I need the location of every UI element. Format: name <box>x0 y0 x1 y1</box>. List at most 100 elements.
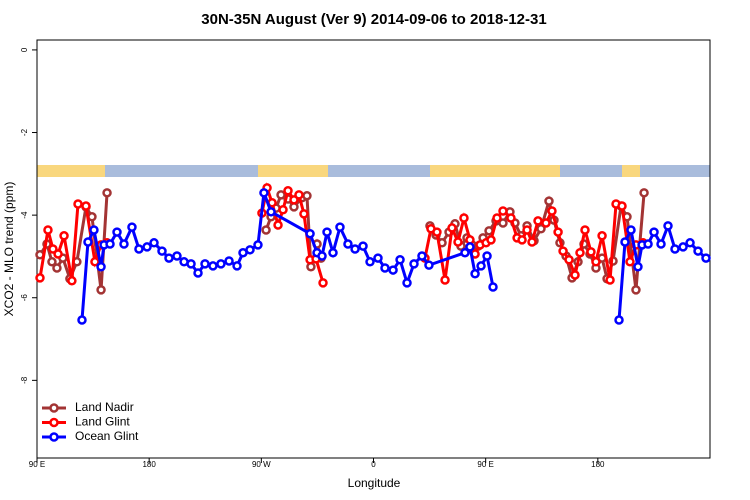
data-point <box>424 260 434 270</box>
data-point <box>639 188 649 198</box>
data-point <box>617 201 627 211</box>
data-point <box>656 239 666 249</box>
data-point <box>59 231 69 241</box>
x-tick-label: 0 <box>371 460 376 469</box>
data-point <box>417 251 427 261</box>
data-point <box>527 237 537 247</box>
data-point <box>517 235 527 245</box>
data-point <box>358 241 368 251</box>
data-point <box>440 275 450 285</box>
data-point <box>302 190 312 201</box>
x-axis-label: Longitude <box>348 476 401 490</box>
data-point <box>643 239 653 249</box>
data-point <box>388 265 398 275</box>
y-tick-label: 0 <box>20 47 29 52</box>
legend-label: Land Glint <box>75 415 130 429</box>
x-tick-label: 180 <box>142 460 156 469</box>
x-tick-label: 90 E <box>477 460 493 469</box>
data-point <box>498 218 508 228</box>
data-point <box>253 240 263 250</box>
y-tick-label: -4 <box>20 211 29 219</box>
data-point <box>492 213 502 223</box>
data-point <box>193 268 203 278</box>
data-point <box>278 205 288 215</box>
legend-label: Ocean Glint <box>75 429 139 443</box>
data-point <box>283 186 293 196</box>
data-point <box>73 199 83 209</box>
data-point <box>119 239 129 249</box>
data-point <box>96 262 106 272</box>
data-point <box>547 206 557 216</box>
data-point <box>614 315 624 325</box>
data-point <box>245 245 255 255</box>
data-point <box>259 188 269 198</box>
data-point <box>586 247 596 257</box>
x-tick-label: 90 W <box>252 460 271 469</box>
data-point <box>35 273 45 283</box>
data-point <box>216 259 226 269</box>
data-point <box>67 276 77 286</box>
data-point <box>294 190 304 200</box>
data-point <box>482 251 492 261</box>
data-point <box>328 247 338 258</box>
legend-label: Land Nadir <box>75 400 134 414</box>
data-point <box>224 256 234 266</box>
data-point <box>522 225 532 235</box>
data-point <box>486 235 496 245</box>
x-tick-label: 90 E <box>29 460 45 469</box>
data-point <box>558 246 568 256</box>
data-point <box>83 237 93 247</box>
data-point <box>625 257 635 267</box>
data-point <box>127 222 137 232</box>
data-point <box>134 244 144 254</box>
data-point <box>498 206 508 216</box>
data-point <box>186 259 196 269</box>
data-point <box>317 251 327 261</box>
data-point <box>96 285 106 295</box>
data-point <box>273 220 283 230</box>
data-point <box>447 223 457 233</box>
data-point <box>591 257 601 267</box>
data-point <box>208 261 218 271</box>
data-point <box>564 254 574 265</box>
data-point <box>142 242 152 252</box>
data-point <box>200 259 210 269</box>
data-point <box>570 270 580 280</box>
data-point <box>43 225 53 235</box>
data-point <box>465 242 475 252</box>
data-point <box>395 254 405 265</box>
data-point <box>544 196 554 206</box>
data-point <box>157 246 167 256</box>
data-point <box>47 257 57 267</box>
y-tick-label: -6 <box>20 294 29 302</box>
data-point <box>322 227 332 237</box>
data-point <box>232 261 242 271</box>
data-point <box>580 225 590 235</box>
data-point <box>81 201 91 211</box>
data-point <box>533 216 543 226</box>
data-point <box>53 249 63 259</box>
data-point <box>112 227 122 237</box>
land-ocean-strip <box>37 165 710 177</box>
data-point <box>631 285 641 295</box>
data-point <box>365 257 375 267</box>
data-point <box>459 213 469 223</box>
data-point <box>299 209 309 219</box>
data-point <box>536 224 546 234</box>
data-point <box>633 262 643 272</box>
data-point <box>470 269 480 279</box>
data-point <box>488 282 498 292</box>
data-point <box>506 213 516 223</box>
data-point <box>90 257 100 267</box>
data-point <box>102 188 112 198</box>
data-point <box>620 237 630 247</box>
data-point <box>402 278 412 288</box>
data-point <box>597 231 607 241</box>
legend-marker <box>49 403 59 413</box>
data-point <box>553 227 563 237</box>
data-point <box>663 221 673 231</box>
data-point <box>335 222 345 232</box>
data-point <box>693 246 703 256</box>
data-point <box>649 227 659 237</box>
